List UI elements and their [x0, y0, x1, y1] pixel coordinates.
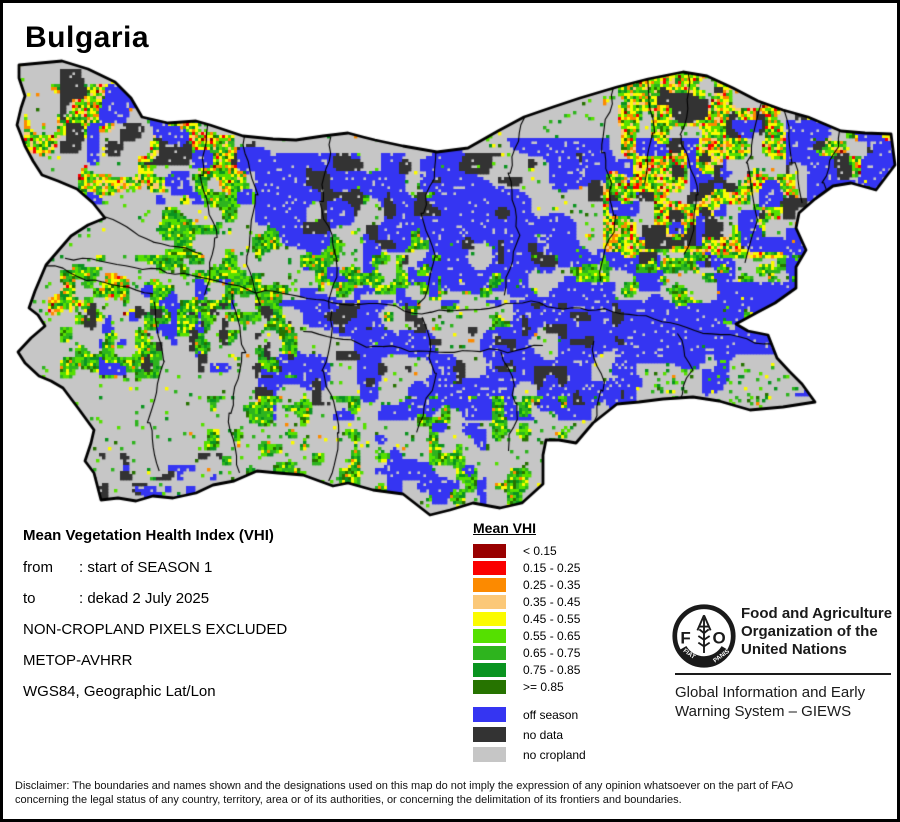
legend-swatch-nodata [473, 727, 506, 742]
legend-label: 0.25 - 0.35 [523, 578, 581, 592]
fao-logo-wheat [696, 614, 712, 653]
legend-swatch [473, 544, 506, 558]
legend-swatch [473, 663, 506, 677]
legend-row: 0.65 - 0.75 [473, 646, 586, 660]
fao-name-line: Food and Agriculture [741, 605, 893, 622]
legend-label: 0.15 - 0.25 [523, 561, 581, 575]
fao-logo-letter-o: O [712, 629, 725, 648]
map-info-block: Mean Vegetation Health Index (VHI) from:… [23, 527, 287, 714]
disclaimer-line: concerning the legal status of any count… [15, 794, 682, 806]
info-value-from: : start of SEASON 1 [79, 559, 213, 576]
fao-logo-letter-f: F [680, 629, 690, 648]
legend-label: < 0.15 [523, 544, 557, 558]
legend-label: no data [523, 727, 564, 742]
legend-swatch [473, 578, 506, 592]
giews-line: Warning System – GIEWS [675, 703, 852, 720]
legend-swatch-nocropland [473, 747, 506, 762]
info-line-noncropland: NON-CROPLAND PIXELS EXCLUDED [23, 621, 288, 638]
legend-row: >= 0.85 [473, 680, 586, 694]
legend-label: 0.75 - 0.85 [523, 663, 581, 677]
vhi-legend: Mean VHI < 0.15 0.15 - 0.25 0.25 - 0.35 … [473, 520, 586, 767]
legend-row: 0.45 - 0.55 [473, 612, 586, 626]
legend-row: 0.25 - 0.35 [473, 578, 586, 592]
divider-line [675, 673, 891, 675]
fao-logo-motto-band [675, 607, 733, 665]
legend-row: no data [473, 727, 586, 742]
fao-name-line: United Nations [741, 641, 847, 658]
legend-label: no cropland [523, 747, 586, 762]
legend-swatch [473, 595, 506, 609]
legend-row: 0.75 - 0.85 [473, 663, 586, 677]
info-line-projection: WGS84, Geographic Lat/Lon [23, 683, 216, 700]
info-row-from: from : start of SEASON 1 [23, 559, 287, 576]
legend-title: Mean VHI [473, 520, 537, 536]
legend-row: no cropland [473, 747, 586, 762]
legend-label: 0.35 - 0.45 [523, 595, 581, 609]
fao-name-line: Organization of the [741, 623, 878, 640]
legend-swatch [473, 629, 506, 643]
info-label-from: from [23, 559, 53, 576]
giews-line: Global Information and Early [675, 684, 866, 701]
legend-label: 0.45 - 0.55 [523, 612, 581, 626]
legend-label: 0.65 - 0.75 [523, 646, 581, 660]
page-title: Bulgaria [25, 21, 150, 54]
legend-swatch [473, 561, 506, 575]
legend-swatch [473, 612, 506, 626]
disclaimer-text: Disclaimer: The boundaries and names sho… [15, 779, 891, 807]
legend-row: < 0.15 [473, 544, 586, 558]
legend-swatch [473, 646, 506, 660]
disclaimer-line: Disclaimer: The boundaries and names sho… [15, 780, 794, 792]
legend-row: off season [473, 707, 586, 722]
fao-logo: F O FIAT PANIS [672, 604, 736, 668]
bulgaria-vhi-raster-map [3, 3, 897, 533]
info-value-to: : dekad 2 July 2025 [79, 590, 210, 607]
fao-name: Food and Agriculture Organization of the… [741, 605, 892, 659]
info-row-to: to : dekad 2 July 2025 [23, 590, 287, 607]
info-line-sensor: METOP-AVHRR [23, 652, 133, 669]
legend-label: off season [523, 707, 579, 722]
legend-label: >= 0.85 [523, 680, 564, 694]
legend-row: 0.55 - 0.65 [473, 629, 586, 643]
info-heading: Mean Vegetation Health Index (VHI) [23, 527, 274, 544]
giews-name: Global Information and Early Warning Sys… [675, 683, 865, 721]
legend-extra-rows: off season no data no cropland [473, 707, 586, 762]
legend-swatch-offseason [473, 707, 506, 722]
legend-swatch [473, 680, 506, 694]
legend-row: 0.15 - 0.25 [473, 561, 586, 575]
legend-label: 0.55 - 0.65 [523, 629, 581, 643]
legend-row: 0.35 - 0.45 [473, 595, 586, 609]
legend-class-rows: < 0.15 0.15 - 0.25 0.25 - 0.35 0.35 - 0.… [473, 544, 586, 694]
info-label-to: to [23, 590, 36, 607]
